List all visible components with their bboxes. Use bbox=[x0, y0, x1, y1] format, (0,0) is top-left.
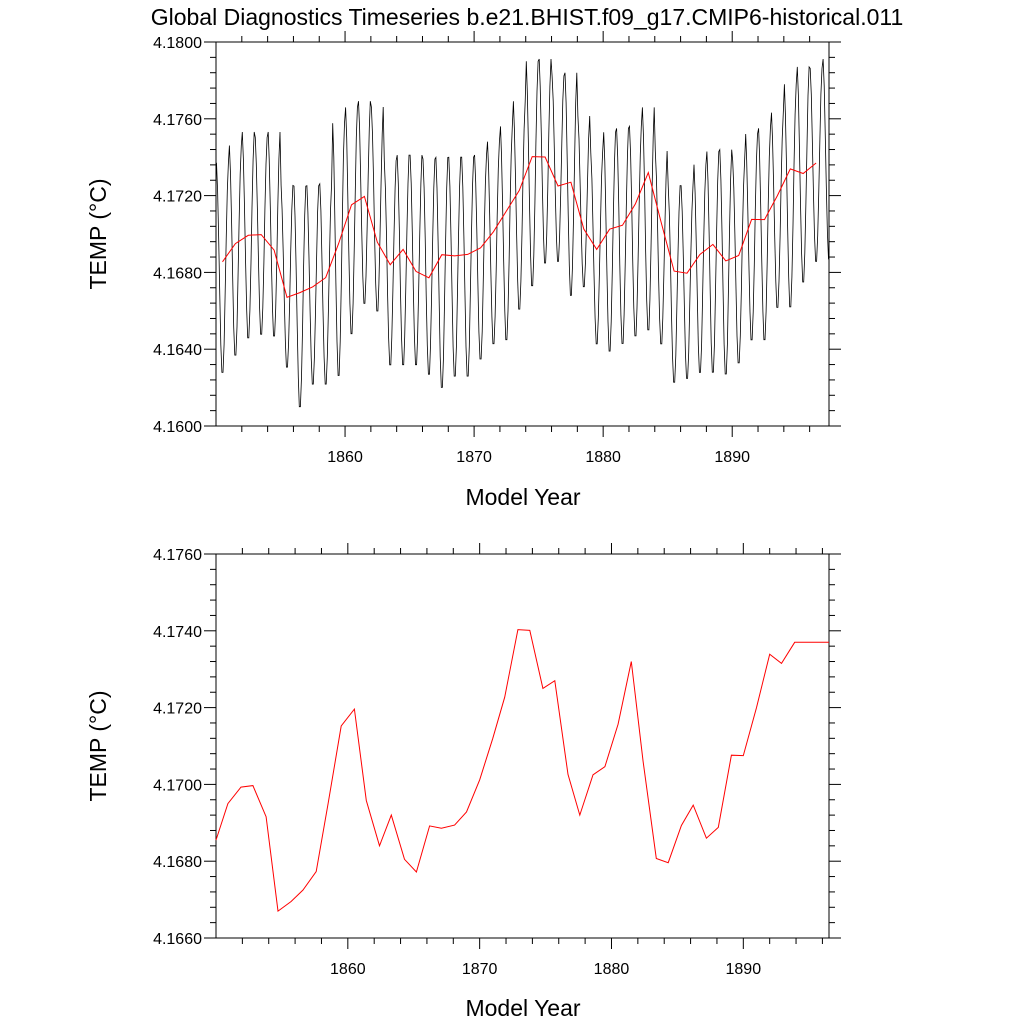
top-y-tick-label: 4.1760 bbox=[153, 112, 202, 129]
bottom-x-tick-label: 1870 bbox=[462, 961, 498, 978]
bottom-y-tick-label: 4.1740 bbox=[153, 624, 202, 641]
bottom-y-axis-label: TEMP (°C) bbox=[85, 691, 111, 802]
bottom-x-axis-label: Model Year bbox=[465, 995, 580, 1021]
bottom-y-tick-label: 4.1700 bbox=[153, 777, 202, 794]
bottom-y-tick-label: 4.1680 bbox=[153, 854, 202, 871]
bottom-x-tick-label: 1860 bbox=[330, 961, 366, 978]
top-axis-ticks bbox=[204, 31, 841, 437]
chart-title: Global Diagnostics Timeseries b.e21.BHIS… bbox=[151, 4, 904, 30]
top-plot-marks bbox=[216, 58, 829, 408]
bottom-plot-frame bbox=[215, 553, 830, 939]
bottom-y-tick-label: 4.1760 bbox=[153, 547, 202, 564]
bottom-y-tick-label: 4.1720 bbox=[153, 701, 202, 718]
bottom-annual-mean-line bbox=[215, 629, 829, 913]
bottom-panel: 1860 1870 1880 1890 4.1660 4.1680 4.1700 4.1720… bbox=[85, 543, 841, 1021]
top-y-tick-label: 4.1640 bbox=[153, 342, 202, 359]
bottom-y-tick-label: 4.1660 bbox=[153, 931, 202, 948]
top-x-tick-label: 1880 bbox=[585, 449, 621, 466]
bottom-x-tick-label: 1880 bbox=[594, 961, 630, 978]
top-plot-frame bbox=[215, 41, 830, 427]
top-x-tick-label: 1870 bbox=[456, 449, 492, 466]
top-x-axis-label: Model Year bbox=[465, 484, 580, 510]
top-tick-labels: 1860 1870 1880 1890 4.1600 4.1640 4.1680 4.1720… bbox=[153, 35, 750, 466]
bottom-plot-marks bbox=[215, 629, 829, 913]
top-y-tick-label: 4.1720 bbox=[153, 189, 202, 206]
top-x-tick-label: 1890 bbox=[714, 449, 750, 466]
top-x-tick-label: 1860 bbox=[327, 449, 363, 466]
top-y-tick-label: 4.1600 bbox=[153, 419, 202, 436]
top-panel: 1860 1870 1880 1890 4.1600 4.1640 4.1680 4.1720… bbox=[85, 31, 841, 510]
top-y-tick-label: 4.1800 bbox=[153, 35, 202, 52]
top-monthly-series-line bbox=[216, 58, 829, 408]
bottom-axis-ticks bbox=[204, 543, 841, 949]
top-y-tick-label: 4.1680 bbox=[153, 265, 202, 282]
bottom-tick-labels: 1860 1870 1880 1890 4.1660 4.1680 4.1700 4.1720… bbox=[153, 547, 761, 978]
top-annual-mean-line bbox=[222, 156, 817, 299]
top-y-axis-label: TEMP (°C) bbox=[85, 179, 111, 290]
bottom-x-tick-label: 1890 bbox=[726, 961, 762, 978]
